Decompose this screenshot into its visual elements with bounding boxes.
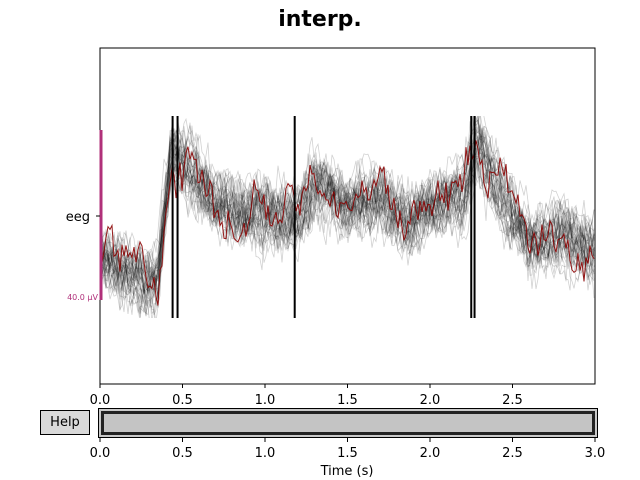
scroll-x-tick-label: 0.5: [172, 446, 193, 461]
scroll-x-tick-label: 1.0: [255, 446, 276, 461]
main-x-tick-label: 2.5: [502, 393, 523, 408]
time-scrollbar[interactable]: [98, 408, 598, 438]
main-x-tick-label: 2.0: [420, 393, 441, 408]
main-x-tick-label: 1.5: [337, 393, 358, 408]
scrollbar-thumb[interactable]: [101, 411, 595, 435]
scroll-x-tick-label: 2.5: [502, 446, 523, 461]
main-x-tick-label: 0.5: [172, 393, 193, 408]
help-button[interactable]: Help: [40, 410, 90, 435]
scroll-x-axis: 0.0 0.5 1.0 1.5 2.0 2.5 3.0: [90, 438, 606, 461]
main-x-tick-label: 1.0: [255, 393, 276, 408]
main-x-axis: 0.0 0.5 1.0 1.5 2.0 2.5: [90, 384, 523, 408]
scroll-x-tick-label: 0.0: [90, 446, 111, 461]
scroll-x-tick-label: 1.5: [337, 446, 358, 461]
channel-label: eeg: [66, 210, 90, 225]
scale-bar-label: 40.0 µV: [67, 293, 98, 302]
figure-title: interp.: [278, 7, 362, 32]
plot-area[interactable]: [99, 47, 596, 385]
scroll-x-tick-label: 2.0: [420, 446, 441, 461]
scroll-x-tick-label: 3.0: [585, 446, 606, 461]
scroll-x-axis-label: Time (s): [320, 464, 374, 479]
main-x-tick-label: 0.0: [90, 393, 111, 408]
